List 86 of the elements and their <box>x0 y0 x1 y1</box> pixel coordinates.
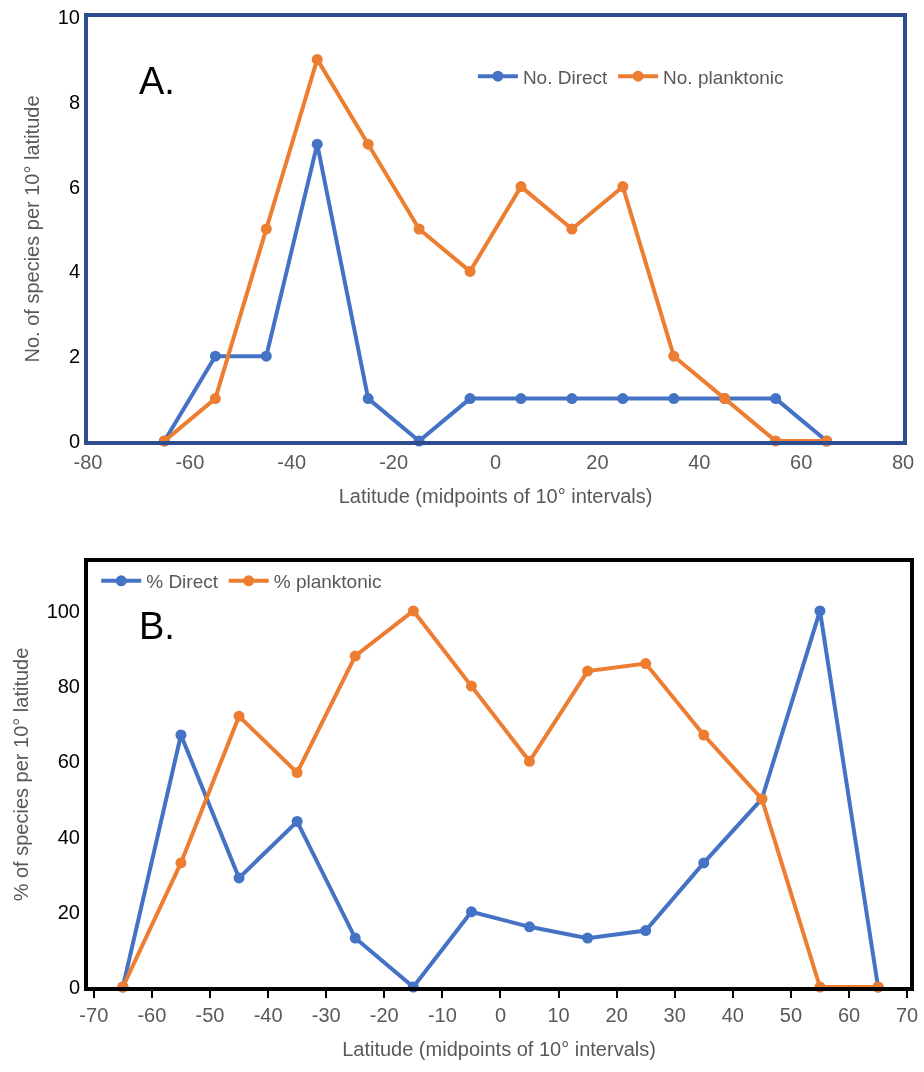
x-tick-label: 10 <box>547 1004 570 1026</box>
legend-label: No. Direct <box>522 66 609 88</box>
y-tick-label: 40 <box>57 825 80 848</box>
point <box>464 393 476 405</box>
y-axis-title: No. of species per 10° latitude <box>20 95 43 363</box>
point <box>209 350 221 362</box>
point <box>260 223 272 235</box>
x-tick-label: -40 <box>253 1004 283 1026</box>
y-tick-label: 4 <box>68 260 80 283</box>
x-tick-label: -60 <box>137 1004 167 1026</box>
x-axis-title: Latitude (midpoints of 10° intervals) <box>338 485 653 507</box>
x-tick-label: -30 <box>311 1004 341 1026</box>
y-tick-label: 80 <box>57 675 80 698</box>
x-tick-label: 0 <box>494 1004 507 1026</box>
point <box>413 223 425 235</box>
y-axis-title: % of species per 10° latitude <box>9 647 32 902</box>
x-tick-label: -60 <box>175 451 205 473</box>
point <box>175 857 187 869</box>
point <box>566 223 578 235</box>
y-tick-label: 60 <box>57 750 80 773</box>
y-tick-label: 2 <box>68 345 80 368</box>
y-tick-label: 20 <box>57 900 80 923</box>
x-tick-label: 40 <box>688 451 711 473</box>
point <box>362 393 374 405</box>
y-tick-label: 0 <box>68 976 80 998</box>
point <box>617 393 629 405</box>
point <box>515 181 527 193</box>
point <box>770 393 782 405</box>
point <box>311 53 323 65</box>
point <box>524 755 535 767</box>
point <box>814 605 826 617</box>
x-tick-label: -40 <box>277 451 307 473</box>
annotation: A. <box>139 60 175 102</box>
x-tick-label: 40 <box>721 1004 744 1026</box>
point <box>465 680 477 692</box>
point <box>362 138 374 150</box>
point <box>566 393 578 405</box>
point <box>640 925 652 937</box>
x-tick-label: -50 <box>195 1004 225 1026</box>
point <box>524 921 535 933</box>
x-tick-label: 0 <box>489 451 502 473</box>
y-tick-label: 8 <box>68 90 80 113</box>
x-tick-label: 70 <box>895 1004 919 1026</box>
x-tick-label: -20 <box>379 451 409 473</box>
point <box>668 393 680 405</box>
point <box>465 906 477 918</box>
point <box>233 710 245 722</box>
x-tick-label: 80 <box>891 451 915 473</box>
x-tick-label: 50 <box>779 1004 803 1026</box>
x-tick-label: -20 <box>369 1004 399 1026</box>
y-tick-label: 0 <box>68 430 80 452</box>
point <box>260 350 272 362</box>
y-tick-label: 10 <box>57 6 80 28</box>
point <box>582 932 594 944</box>
point <box>698 857 710 869</box>
point <box>668 350 680 362</box>
legend-label: % planktonic <box>273 571 382 593</box>
y-tick-label: 100 <box>46 599 80 622</box>
point <box>407 605 419 617</box>
x-tick-label: 20 <box>605 1004 628 1026</box>
point <box>617 181 629 193</box>
point <box>233 872 245 884</box>
y-tick-label: 6 <box>68 175 80 198</box>
x-tick-label: 30 <box>663 1004 686 1026</box>
x-tick-label: 20 <box>586 451 609 473</box>
point <box>175 729 187 741</box>
point <box>515 393 527 405</box>
x-tick-label: 60 <box>837 1004 861 1026</box>
point <box>582 665 594 677</box>
point <box>698 729 710 741</box>
point <box>209 393 221 405</box>
point <box>640 658 652 670</box>
annotation: B. <box>139 605 175 647</box>
point <box>464 265 476 277</box>
x-tick-label: -80 <box>73 451 103 473</box>
legend-label: % Direct <box>146 571 219 593</box>
point <box>349 650 361 662</box>
point <box>349 932 361 944</box>
point <box>311 138 323 150</box>
x-tick-label: -10 <box>427 1004 457 1026</box>
point <box>291 767 303 779</box>
x-tick-label: 60 <box>790 451 813 473</box>
x-axis-title: Latitude (midpoints of 10° intervals) <box>342 1038 656 1060</box>
point <box>291 816 303 828</box>
x-tick-label: -70 <box>79 1004 109 1026</box>
legend-label: No. planktonic <box>663 66 784 88</box>
